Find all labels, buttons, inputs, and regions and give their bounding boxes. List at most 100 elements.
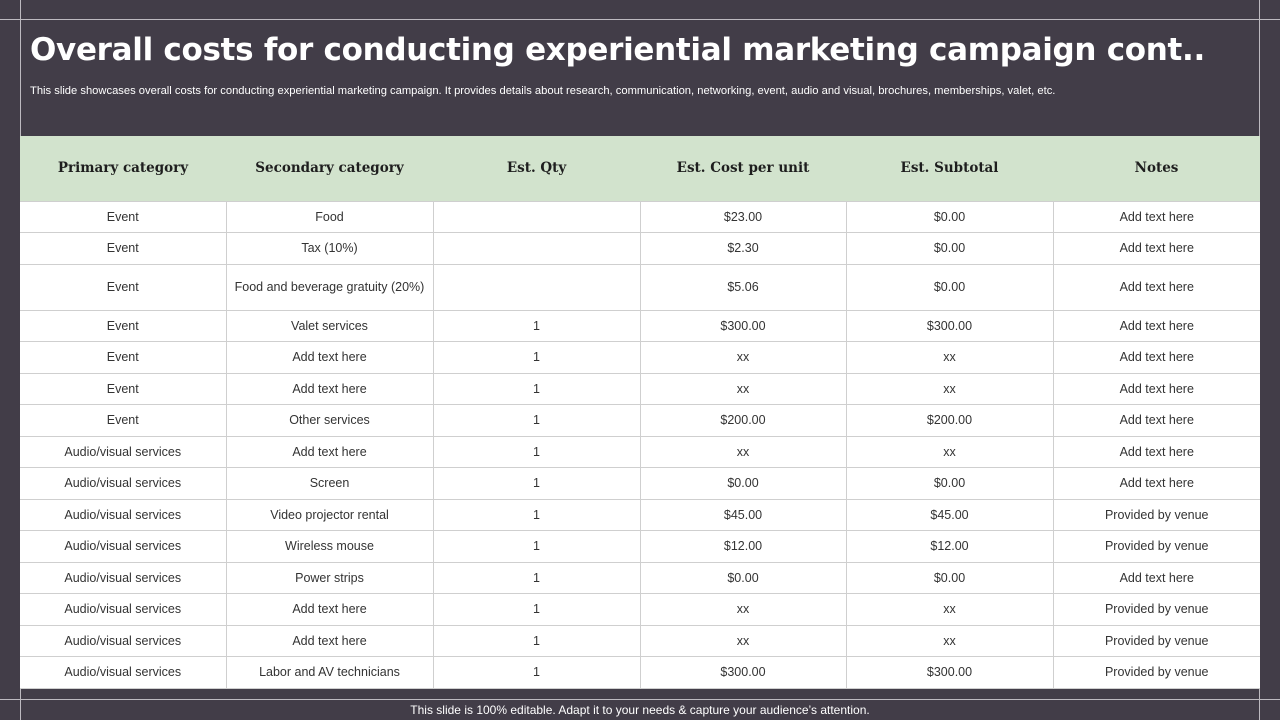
cell-est-qty: 1 bbox=[432, 593, 641, 626]
cell-notes: Add text here bbox=[1052, 372, 1260, 405]
cell-est-cost-per-unit: xx bbox=[639, 341, 847, 374]
cell-est-cost-per-unit: xx bbox=[639, 372, 847, 405]
table-row: Event Add text here 1 xx xx Add text here bbox=[20, 341, 1260, 374]
cell-est-cost-per-unit: xx bbox=[639, 624, 847, 657]
cell-est-subtotal: $45.00 bbox=[845, 498, 1054, 531]
guide-line-top bbox=[0, 19, 1280, 20]
table-body: Event Food $23.00 $0.00 Add text here Event Ta… bbox=[20, 200, 1260, 689]
cell-secondary-category: Video projector rental bbox=[225, 498, 434, 531]
cell-primary-category: Audio/visual services bbox=[20, 656, 227, 689]
cell-secondary-category: Add text here bbox=[225, 624, 434, 657]
cell-primary-category: Audio/visual services bbox=[20, 561, 227, 594]
cell-est-qty: 1 bbox=[432, 341, 641, 374]
cell-secondary-category: Food bbox=[225, 200, 434, 233]
cell-primary-category: Event bbox=[20, 263, 227, 311]
cell-primary-category: Audio/visual services bbox=[20, 593, 227, 626]
table-row: Event Tax (10%) $2.30 $0.00 Add text here bbox=[20, 232, 1260, 265]
cell-notes: Provided by venue bbox=[1052, 624, 1260, 657]
cell-notes: Add text here bbox=[1052, 341, 1260, 374]
cell-est-subtotal: xx bbox=[845, 435, 1054, 468]
cell-est-cost-per-unit: $5.06 bbox=[639, 263, 847, 311]
cell-secondary-category: Other services bbox=[225, 404, 434, 437]
table-row: Event Valet services 1 $300.00 $300.00 Add te… bbox=[20, 309, 1260, 342]
cell-est-subtotal: $12.00 bbox=[845, 530, 1054, 563]
cell-primary-category: Audio/visual services bbox=[20, 624, 227, 657]
guide-line-bottom bbox=[0, 699, 1280, 700]
cell-est-cost-per-unit: $300.00 bbox=[639, 309, 847, 342]
cell-est-cost-per-unit: $45.00 bbox=[639, 498, 847, 531]
cell-est-subtotal: xx bbox=[845, 341, 1054, 374]
table-row: Event Add text here 1 xx xx Add text here bbox=[20, 372, 1260, 405]
column-header-est-cost-per-unit: Est. Cost per unit bbox=[676, 160, 810, 177]
cell-est-subtotal: $0.00 bbox=[845, 232, 1054, 265]
cell-notes: Add text here bbox=[1052, 309, 1260, 342]
cell-primary-category: Event bbox=[20, 372, 227, 405]
cell-primary-category: Audio/visual services bbox=[20, 435, 227, 468]
slide-subtitle: This slide showcases overall costs for c… bbox=[30, 85, 1056, 97]
cell-est-subtotal: $0.00 bbox=[845, 200, 1054, 233]
cell-est-subtotal: $200.00 bbox=[845, 404, 1054, 437]
cell-est-subtotal: $0.00 bbox=[845, 263, 1054, 311]
cell-primary-category: Event bbox=[20, 232, 227, 265]
table-row: Audio/visual services Add text here 1 xx xx P… bbox=[20, 593, 1260, 626]
cell-secondary-category: Add text here bbox=[225, 341, 434, 374]
column-header-est-qty: Est. Qty bbox=[506, 160, 567, 177]
cell-est-subtotal: xx bbox=[845, 593, 1054, 626]
slide-footer: This slide is 100% editable. Adapt it to… bbox=[410, 703, 870, 717]
cell-est-qty: 1 bbox=[432, 498, 641, 531]
table-row: Event Other services 1 $200.00 $200.00 Add te… bbox=[20, 404, 1260, 437]
cell-est-qty: 1 bbox=[432, 372, 641, 405]
table-row: Audio/visual services Add text here 1 xx xx A… bbox=[20, 435, 1260, 468]
cell-notes: Add text here bbox=[1052, 263, 1260, 311]
cell-notes: Provided by venue bbox=[1052, 593, 1260, 626]
cell-est-cost-per-unit: $23.00 bbox=[639, 200, 847, 233]
table-row: Event Food $23.00 $0.00 Add text here bbox=[20, 200, 1260, 233]
cell-est-subtotal: $0.00 bbox=[845, 467, 1054, 500]
column-header-est-subtotal: Est. Subtotal bbox=[900, 160, 999, 177]
cell-notes: Add text here bbox=[1052, 435, 1260, 468]
cell-est-subtotal: $300.00 bbox=[845, 309, 1054, 342]
cell-primary-category: Event bbox=[20, 341, 227, 374]
cell-est-subtotal: xx bbox=[845, 624, 1054, 657]
cell-est-qty: 1 bbox=[432, 467, 641, 500]
cell-secondary-category: Add text here bbox=[225, 593, 434, 626]
cell-notes: Add text here bbox=[1052, 467, 1260, 500]
cell-notes: Provided by venue bbox=[1052, 530, 1260, 563]
cell-secondary-category: Wireless mouse bbox=[225, 530, 434, 563]
cell-notes: Add text here bbox=[1052, 561, 1260, 594]
cell-est-qty bbox=[432, 200, 641, 233]
cell-notes: Provided by venue bbox=[1052, 498, 1260, 531]
cell-secondary-category: Power strips bbox=[225, 561, 434, 594]
cell-primary-category: Audio/visual services bbox=[20, 530, 227, 563]
cell-secondary-category: Tax (10%) bbox=[225, 232, 434, 265]
cell-est-qty: 1 bbox=[432, 435, 641, 468]
cell-est-cost-per-unit: $12.00 bbox=[639, 530, 847, 563]
cell-secondary-category: Valet services bbox=[225, 309, 434, 342]
table-header-row: Primary category Secondary category Est. Q… bbox=[20, 136, 1260, 201]
cell-notes: Add text here bbox=[1052, 200, 1260, 233]
slide-title: Overall costs for conducting experientia… bbox=[30, 32, 1206, 68]
cell-secondary-category: Food and beverage gratuity (20%) bbox=[225, 263, 434, 311]
cell-secondary-category: Screen bbox=[225, 467, 434, 500]
cell-secondary-category: Labor and AV technicians bbox=[225, 656, 434, 689]
cost-table: Primary category Secondary category Est. Q… bbox=[20, 136, 1260, 689]
cell-est-cost-per-unit: $300.00 bbox=[639, 656, 847, 689]
cell-est-qty: 1 bbox=[432, 309, 641, 342]
cell-est-cost-per-unit: xx bbox=[639, 435, 847, 468]
cost-table-container: Primary category Secondary category Est. Q… bbox=[20, 136, 1260, 689]
cell-primary-category: Audio/visual services bbox=[20, 467, 227, 500]
cell-est-cost-per-unit: xx bbox=[639, 593, 847, 626]
table-row: Audio/visual services Video projector ren… bbox=[20, 498, 1260, 531]
table-row: Audio/visual services Power strips 1 $0.00 $… bbox=[20, 561, 1260, 594]
cell-est-subtotal: $0.00 bbox=[845, 561, 1054, 594]
cell-est-cost-per-unit: $2.30 bbox=[639, 232, 847, 265]
cell-primary-category: Event bbox=[20, 309, 227, 342]
cell-notes: Add text here bbox=[1052, 404, 1260, 437]
table-row: Audio/visual services Add text here 1 xx xx P… bbox=[20, 624, 1260, 657]
cell-secondary-category: Add text here bbox=[225, 372, 434, 405]
column-header-secondary-category: Secondary category bbox=[255, 160, 404, 177]
cell-est-qty: 1 bbox=[432, 404, 641, 437]
cell-est-subtotal: xx bbox=[845, 372, 1054, 405]
cell-primary-category: Audio/visual services bbox=[20, 498, 227, 531]
